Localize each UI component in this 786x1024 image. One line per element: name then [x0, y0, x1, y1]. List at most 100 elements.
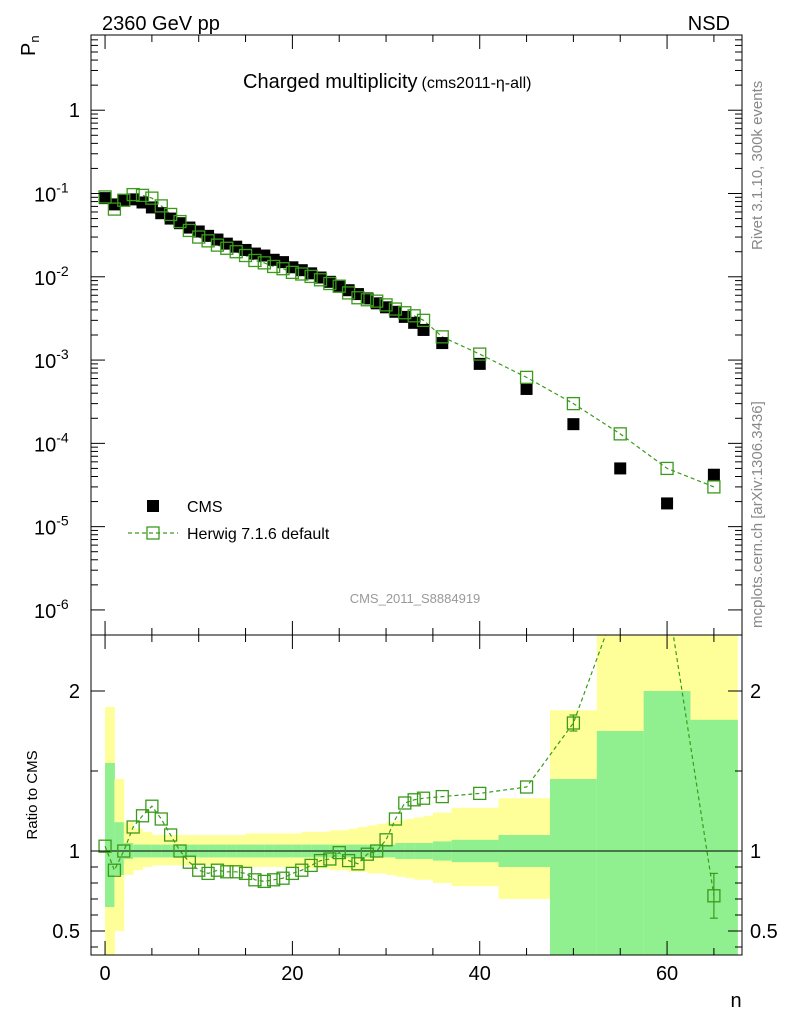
- mc-point: [407, 309, 421, 323]
- y-tick-label: 1: [69, 100, 80, 122]
- ratio-point: [304, 858, 318, 873]
- ratio-point: [398, 796, 412, 810]
- mc-point: [220, 241, 234, 255]
- ratio-point: [360, 847, 374, 861]
- mc-point: [323, 276, 337, 291]
- ratio-point: [267, 873, 281, 887]
- ratio-point: [163, 828, 178, 842]
- mc-point: [135, 188, 150, 203]
- ratio-point: [229, 865, 243, 879]
- mc-point: [257, 256, 271, 270]
- cms-point: [267, 253, 280, 266]
- mc-point: [229, 245, 243, 259]
- mc-point: [370, 294, 384, 308]
- cms-point: [661, 497, 674, 510]
- mc-point: [379, 298, 393, 312]
- ratio-point: [117, 844, 131, 858]
- process-label: NSD: [688, 13, 730, 35]
- mc-point: [276, 262, 290, 276]
- ratio-point: [295, 863, 309, 877]
- chart-title: Charged multiplicity (cms2011-η-all): [243, 71, 531, 93]
- ratio-line: [104, 635, 715, 896]
- ratio-point: [519, 780, 534, 794]
- ratio-y-tick-label-right: 2: [750, 681, 761, 703]
- y-tick-label: 10-1: [34, 180, 69, 207]
- mc-point: [388, 302, 403, 316]
- x-tick-label: 60: [656, 963, 678, 985]
- uncertainty-band-inner: [596, 731, 645, 955]
- legend: CMS Herwig 7.1.6 default: [128, 499, 330, 543]
- ratio-point: [332, 845, 346, 860]
- mc-point: [267, 259, 281, 274]
- watermark: CMS_2011_S8884919: [350, 591, 481, 606]
- mc-point: [98, 190, 112, 204]
- ratio-point: [210, 863, 225, 877]
- ratio-point: [379, 833, 393, 847]
- mc-line: [104, 193, 715, 488]
- mc-point: [295, 267, 309, 281]
- ratio-y-tick-label-right: 1: [750, 841, 761, 863]
- ratio-point: [276, 871, 290, 885]
- ratio-point: [126, 820, 140, 834]
- ratio-point: [435, 789, 449, 804]
- rivet-label: Rivet 3.1.10, 300k events: [749, 81, 766, 250]
- x-tick-label: 20: [281, 963, 303, 985]
- y-tick-label: 10-4: [34, 429, 69, 456]
- mc-point: [107, 202, 122, 216]
- mc-point: [126, 187, 140, 202]
- mc-point: [566, 396, 581, 411]
- ratio-point: [154, 812, 168, 826]
- mc-point: [192, 230, 206, 244]
- x-tick-label: 0: [99, 963, 110, 985]
- y-tick-label: 10-2: [34, 263, 69, 290]
- ratio-point: [341, 853, 356, 868]
- chart-subtitle: (cms2011-η-all): [422, 75, 532, 92]
- ratio-point: [182, 855, 197, 869]
- ratio-point: [173, 844, 187, 858]
- ratio-point: [285, 866, 300, 881]
- ratio-point: [351, 857, 365, 871]
- y-axis-label: Pn: [18, 35, 42, 56]
- ratio-point: [407, 793, 421, 807]
- ratio-axis-label: Ratio to CMS: [24, 750, 41, 839]
- mc-point: [145, 191, 159, 205]
- y-tick-label: 10-5: [34, 513, 69, 540]
- mc-point: [435, 330, 449, 344]
- uncertainty-band-inner: [643, 691, 691, 955]
- mc-point: [154, 199, 168, 213]
- y-tick-label: 10-3: [34, 346, 69, 373]
- energy-label: 2360 GeV pp: [102, 13, 220, 35]
- cms-point: [567, 418, 580, 431]
- cms-point: [520, 382, 533, 395]
- x-tick-label: 40: [469, 963, 491, 985]
- legend-marker-mc: [146, 526, 160, 540]
- legend-label-mc: Herwig 7.1.6 default: [187, 526, 330, 543]
- main-panel: 1 10-1 10-2 10-3 10-4 10-5 10-6 Charged multip…: [18, 34, 743, 636]
- legend-label-cms: CMS: [187, 499, 223, 516]
- ratio-y-tick-label: 0.5: [52, 921, 80, 943]
- uncertainty-band-inner: [114, 822, 125, 875]
- mc-point: [416, 313, 431, 327]
- mc-point: [613, 427, 627, 441]
- ratio-point: [566, 716, 581, 730]
- ratio-point: [473, 786, 487, 801]
- mc-point: [707, 480, 721, 494]
- mcplots-label: mcplots.cern.ch [arXiv:1306.3436]: [749, 401, 766, 628]
- mc-point: [201, 234, 215, 248]
- mc-point: [210, 238, 225, 252]
- cms-point: [99, 192, 112, 205]
- ratio-point: [313, 853, 328, 868]
- ratio-point: [416, 791, 431, 805]
- main-frame: [90, 34, 743, 636]
- ratio-point: [370, 844, 384, 858]
- ratio-y-tick-label: 2: [69, 681, 80, 703]
- ratio-y-tick-label-right: 0.5: [750, 921, 778, 943]
- y-tick-label: 10-6: [34, 596, 69, 623]
- cms-point: [473, 357, 486, 370]
- x-axis-label: n: [730, 990, 741, 1012]
- mc-point: [341, 286, 356, 300]
- mc-point: [313, 273, 328, 287]
- ratio-point: [248, 873, 262, 887]
- ratio-point: [220, 865, 234, 879]
